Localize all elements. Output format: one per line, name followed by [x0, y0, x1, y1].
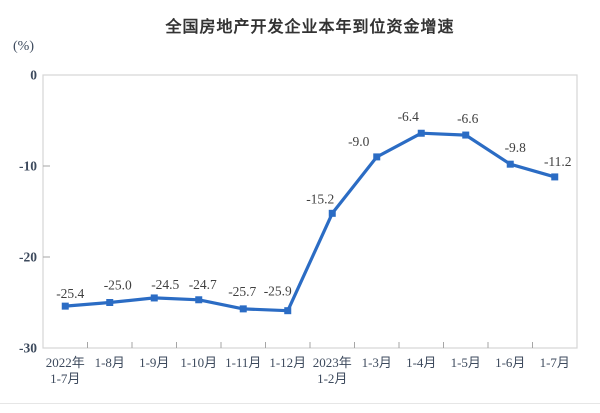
- x-tick-label: 1-11月: [225, 355, 261, 370]
- x-tick-label: 1-5月: [451, 355, 481, 370]
- data-point-label: -11.2: [544, 154, 572, 169]
- data-point-marker: [373, 153, 381, 161]
- data-point-label: -24.5: [151, 277, 179, 292]
- x-tick-label: 1-12月: [269, 355, 306, 370]
- data-point-marker: [506, 160, 514, 168]
- data-point-marker: [284, 307, 292, 315]
- line-series: [63, 131, 557, 313]
- x-tick-label: 1-3月: [362, 355, 392, 370]
- page-divider: [0, 403, 600, 404]
- x-tick-label: 1-6月: [495, 355, 525, 370]
- x-tick-label: 1-9月: [139, 355, 169, 370]
- data-point-label: -25.0: [104, 278, 132, 293]
- x-tick-label: 2023年: [313, 355, 352, 370]
- y-axis-unit-label: (%): [13, 39, 34, 54]
- x-tick-label: 1-2月: [317, 371, 347, 386]
- y-tick-label: -30: [19, 341, 37, 356]
- y-tick-label: -10: [19, 159, 37, 174]
- data-point-marker: [462, 131, 470, 139]
- x-tick-label: 2022年: [46, 355, 85, 370]
- chart-title: 全国房地产开发企业本年到位资金增速: [165, 19, 455, 36]
- data-point-marker: [239, 305, 247, 313]
- data-point-label: -9.0: [348, 134, 370, 149]
- x-tick-label: 1-10月: [180, 355, 217, 370]
- data-point-label: -25.9: [264, 284, 292, 299]
- x-tick-label: 1-4月: [406, 355, 436, 370]
- data-point-marker: [61, 302, 69, 310]
- data-point-label: -6.6: [457, 111, 479, 126]
- data-point-marker: [195, 296, 203, 304]
- data-point-label: -24.7: [189, 277, 217, 292]
- data-point-marker: [328, 209, 336, 217]
- data-point-label: -25.4: [56, 286, 84, 301]
- data-point-label: -6.4: [398, 109, 420, 124]
- x-tick-label: 1-7月: [50, 371, 80, 386]
- data-point-marker: [417, 129, 425, 137]
- x-tick-label: 1-7月: [540, 355, 570, 370]
- plot-border: [42, 74, 578, 349]
- x-tick-label: 1-8月: [95, 355, 125, 370]
- data-point-label: -25.7: [228, 284, 256, 299]
- y-tick-label: 0: [30, 68, 37, 83]
- data-point-marker: [106, 299, 114, 306]
- y-tick-label: -20: [19, 250, 37, 265]
- data-point-marker: [150, 294, 158, 302]
- data-point-marker: [551, 173, 559, 181]
- data-point-label: -9.8: [505, 140, 527, 155]
- data-point-label: -15.2: [306, 191, 334, 206]
